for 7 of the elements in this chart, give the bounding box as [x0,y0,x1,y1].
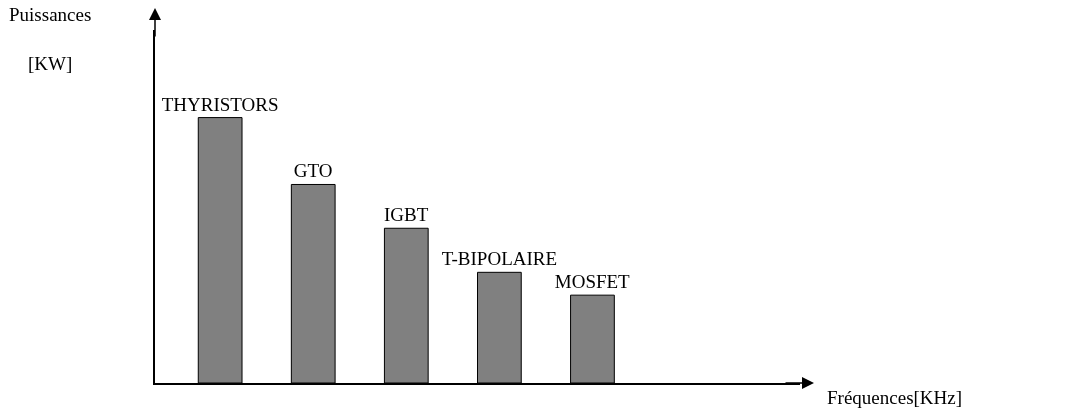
x-tick-label: T-BIPOLAIRE [441,248,558,270]
x-tick-label: GTO [293,160,333,182]
text: Fréquences[KHz] [827,387,963,408]
x-tick-label: THYRISTORS [161,93,279,115]
x-tick-label: MOSFET [554,271,631,293]
text: Puissances [KW] [9,4,92,75]
x-tick-label: IGBT [383,204,429,226]
